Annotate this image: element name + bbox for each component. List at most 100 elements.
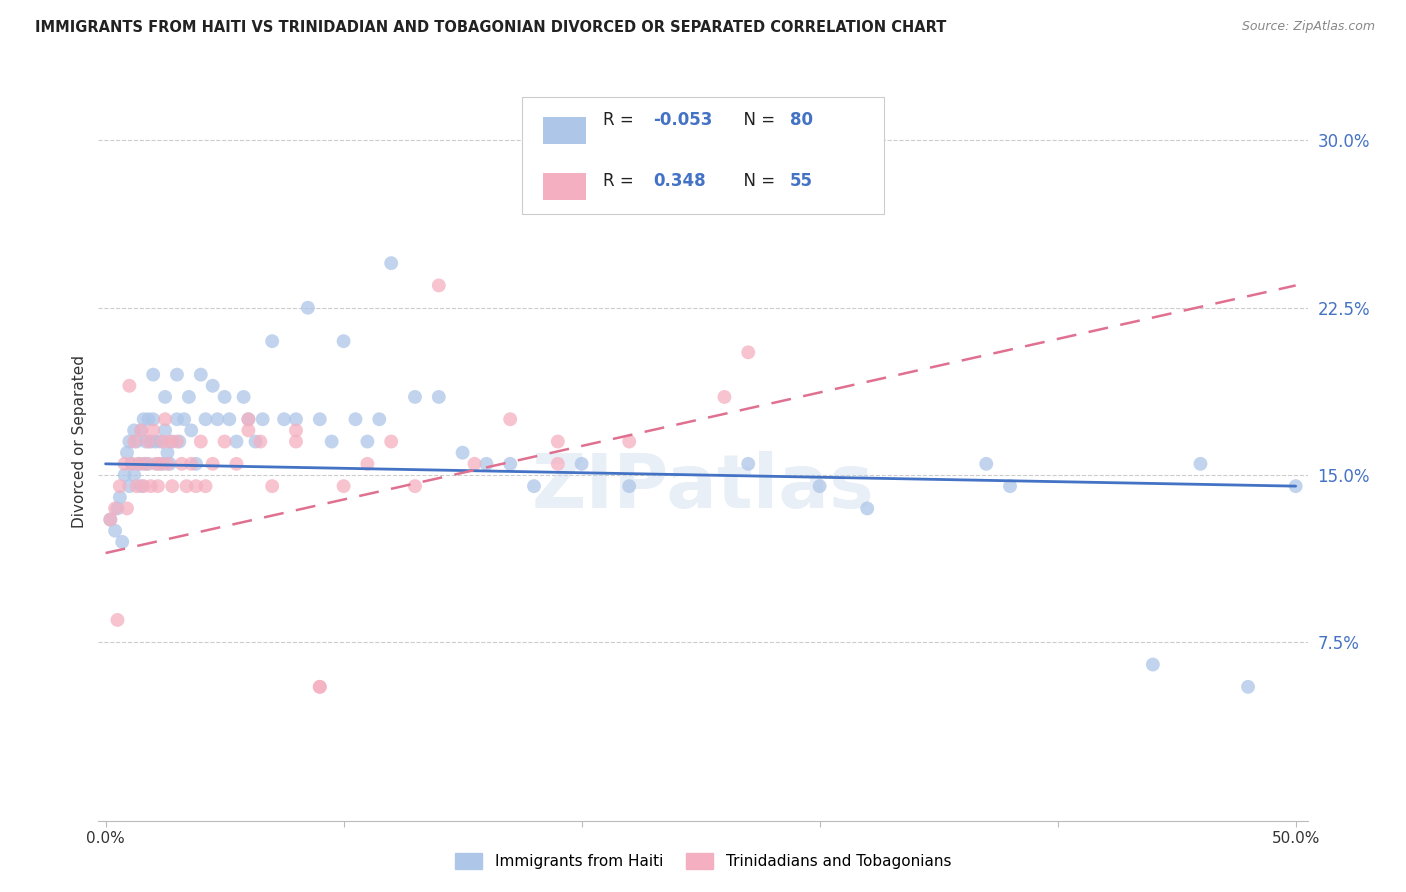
Point [166,412,188,426]
Point [132,457,155,471]
Point [107,501,129,516]
Point [180,424,202,438]
Point [285,412,308,426]
Point [974,457,997,471]
Point [145,457,167,471]
Point [225,434,247,449]
Point [156,446,179,460]
Point [499,412,522,426]
Point [262,479,284,493]
Point [142,412,165,426]
Point [166,368,188,382]
Point [153,424,176,438]
Point [115,501,138,516]
Point [129,424,152,438]
Point [114,457,136,471]
Text: R =: R = [603,112,638,129]
Point [146,479,169,493]
Point [125,479,148,493]
Point [98,512,121,526]
Point [737,345,759,359]
Point [451,446,474,460]
Point [571,457,593,471]
Y-axis label: Divorced or Separated: Divorced or Separated [72,355,87,528]
Point [138,457,160,471]
Point [404,390,426,404]
Point [737,457,759,471]
FancyBboxPatch shape [522,96,884,214]
Point [194,412,217,426]
Point [156,457,179,471]
Point [380,256,402,270]
Point [547,457,569,471]
Point [129,479,152,493]
Point [98,512,121,526]
Point [107,613,129,627]
Point [121,457,143,471]
Point [201,457,224,471]
Point [308,680,330,694]
Point [122,467,145,482]
Text: R =: R = [603,172,644,190]
Point [225,457,247,471]
Point [332,334,354,349]
Point [1189,457,1212,471]
Point [427,390,450,404]
Point [1285,479,1308,493]
Point [308,412,330,426]
Point [108,490,131,504]
Point [713,390,735,404]
Point [297,301,319,315]
Point [115,446,138,460]
Point [201,378,224,392]
Point [238,412,260,426]
Point [1237,680,1260,694]
Point [145,434,167,449]
Point [262,334,284,349]
FancyBboxPatch shape [543,117,586,144]
Point [998,479,1021,493]
Point [523,479,546,493]
Point [218,412,240,426]
Point [214,390,236,404]
Point [475,457,498,471]
Point [177,390,200,404]
Point [176,479,198,493]
Point [160,479,183,493]
Point [332,479,354,493]
Point [245,434,267,449]
Point [160,434,183,449]
Point [118,479,141,493]
Point [166,434,188,449]
Point [159,434,181,449]
Point [232,390,254,404]
Point [149,457,172,471]
Point [238,412,260,426]
Point [273,412,295,426]
Point [808,479,831,493]
Point [104,524,127,538]
Point [619,434,641,449]
Point [139,434,162,449]
Point [619,479,641,493]
Point [139,479,162,493]
Point [184,479,207,493]
Point [152,434,174,449]
Point [135,434,157,449]
Point [132,479,155,493]
Point [194,479,217,493]
Point [1142,657,1164,672]
Point [118,378,141,392]
Point [173,412,195,426]
Point [356,434,378,449]
Point [159,457,181,471]
Text: -0.053: -0.053 [654,112,713,129]
Text: N =: N = [734,112,780,129]
Point [285,424,308,438]
Point [380,434,402,449]
Point [499,457,522,471]
Text: ZIPatlas: ZIPatlas [531,450,875,524]
Point [463,457,485,471]
Point [125,434,148,449]
Text: IMMIGRANTS FROM HAITI VS TRINIDADIAN AND TOBAGONIAN DIVORCED OR SEPARATED CORREL: IMMIGRANTS FROM HAITI VS TRINIDADIAN AND… [35,20,946,35]
